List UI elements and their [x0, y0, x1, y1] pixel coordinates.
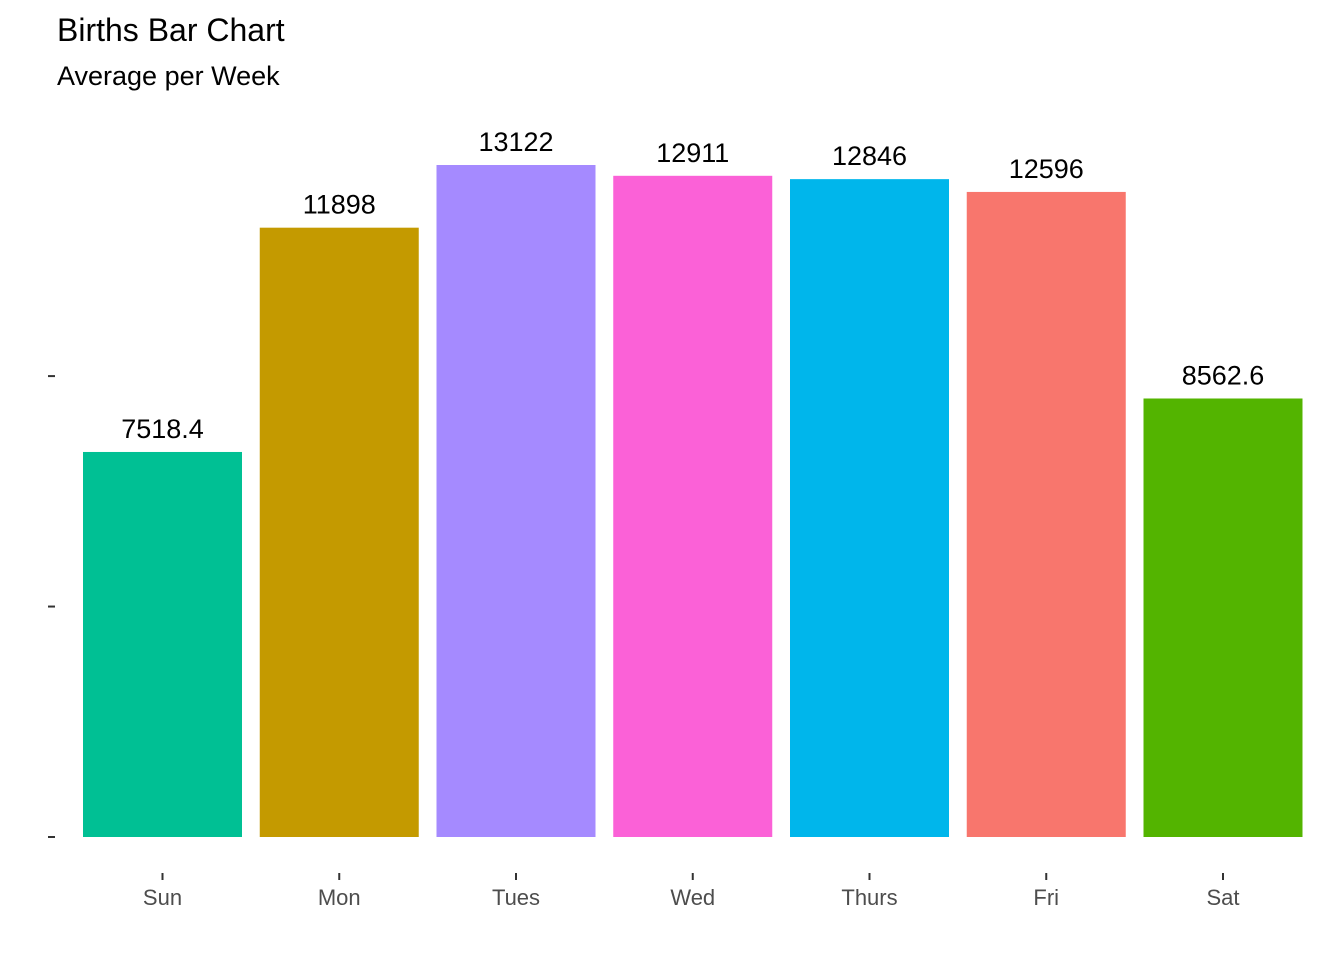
y-axis [48, 375, 55, 838]
x-tick-label-tues: Tues [492, 885, 540, 910]
value-labels-group: 7518.4 11898 13122 12911 12846 12596 8562.6 [121, 127, 1264, 444]
x-tick-label-sat: Sat [1206, 885, 1239, 910]
bar-mon [259, 227, 419, 838]
x-axis: Sun Mon Tues Wed Thurs Fri Sat [143, 873, 1240, 910]
bar-wed [613, 175, 773, 837]
x-tick-label-fri: Fri [1033, 885, 1059, 910]
bar-fri [966, 191, 1126, 837]
value-label-thurs: 12846 [832, 141, 907, 171]
x-tick-label-mon: Mon [318, 885, 361, 910]
value-label-sun: 7518.4 [121, 414, 204, 444]
bar-thurs [790, 179, 949, 838]
value-label-tues: 13122 [478, 127, 553, 157]
bar-sat [1143, 398, 1303, 837]
bar-tues [436, 165, 596, 837]
bar-sun [83, 451, 242, 837]
bars-group [83, 165, 1303, 838]
x-tick-label-wed: Wed [670, 885, 715, 910]
chart-subtitle: Average per Week [57, 61, 280, 91]
x-tick-label-thurs: Thurs [841, 885, 897, 910]
x-tick-label-sun: Sun [143, 885, 182, 910]
value-label-sat: 8562.6 [1182, 360, 1265, 390]
chart-title: Births Bar Chart [57, 12, 285, 48]
value-label-fri: 12596 [1009, 154, 1084, 184]
value-label-mon: 11898 [303, 190, 376, 220]
value-label-wed: 12911 [656, 138, 729, 168]
